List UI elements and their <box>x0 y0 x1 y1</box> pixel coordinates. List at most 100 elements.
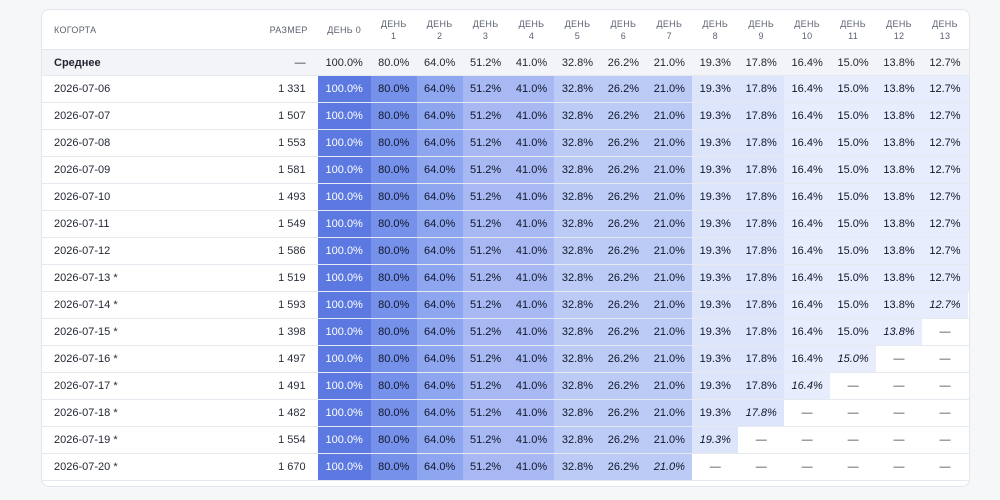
retention-cell[interactable]: 11.7% <box>967 210 969 238</box>
retention-cell[interactable]: 41.0% <box>508 264 555 292</box>
retention-cell[interactable]: 32.8% <box>554 129 601 157</box>
retention-cell[interactable]: 21.0% <box>646 318 693 346</box>
retention-cell[interactable]: 100.0% <box>317 399 371 427</box>
retention-cell[interactable]: 64.0% <box>416 156 463 184</box>
retention-cell[interactable]: 21.0% <box>646 426 693 454</box>
retention-cell[interactable]: 32.8% <box>554 156 601 184</box>
retention-cell[interactable]: 26.2% <box>600 426 647 454</box>
retention-cell[interactable]: 80.0% <box>370 399 417 427</box>
retention-cell[interactable]: 41.0% <box>508 129 555 157</box>
retention-cell[interactable]: 80.0% <box>370 102 417 130</box>
retention-cell[interactable]: 15.0% <box>830 345 877 373</box>
retention-cell[interactable]: 32.8% <box>554 399 601 427</box>
retention-cell[interactable]: 15.0% <box>830 102 877 130</box>
retention-cell[interactable]: 17.8% <box>738 264 785 292</box>
retention-cell[interactable]: 100.0% <box>317 183 371 211</box>
retention-cell[interactable]: 100.0% <box>317 318 371 346</box>
retention-cell[interactable]: 11.7% <box>967 183 969 211</box>
retention-cell[interactable]: 12.7% <box>921 210 968 238</box>
retention-cell[interactable]: 19.3% <box>692 156 739 184</box>
retention-cell[interactable]: 16.4% <box>784 75 831 103</box>
retention-cell[interactable]: 80.0% <box>370 75 417 103</box>
retention-cell[interactable]: 51.2% <box>462 156 509 184</box>
retention-cell[interactable]: 26.2% <box>600 75 647 103</box>
retention-cell[interactable]: 15.0% <box>830 156 877 184</box>
retention-cell-empty[interactable]: — <box>830 453 877 481</box>
retention-cell[interactable]: 80.0% <box>370 426 417 454</box>
retention-cell[interactable]: 41.0% <box>508 345 555 373</box>
column-header-day-13[interactable]: ДЕНЬ 13 <box>921 10 968 50</box>
retention-cell[interactable]: 19.3% <box>692 75 739 103</box>
retention-cell[interactable]: 51.2% <box>462 372 509 400</box>
retention-cell-empty[interactable]: — <box>784 453 831 481</box>
retention-cell[interactable]: 12.7% <box>921 75 968 103</box>
retention-cell[interactable]: 100.0% <box>317 210 371 238</box>
retention-cell[interactable]: 80.0% <box>370 156 417 184</box>
retention-cell[interactable]: 41.0% <box>508 318 555 346</box>
retention-cell[interactable]: 12.7% <box>921 156 968 184</box>
column-header-day-7[interactable]: ДЕНЬ 7 <box>646 10 693 50</box>
retention-cell[interactable]: 100.0% <box>317 426 371 454</box>
retention-cell[interactable]: 21.0% <box>646 372 693 400</box>
retention-cell[interactable]: 41.0% <box>508 399 555 427</box>
retention-cell[interactable]: 26.2% <box>600 156 647 184</box>
retention-cell[interactable]: 12.7% <box>921 183 968 211</box>
retention-cell[interactable]: 41.0% <box>508 156 555 184</box>
table-row[interactable]: 2026-07-06 1 331 100.0% 80.0% 64.0% 51.2% 41.0… <box>42 75 969 103</box>
retention-cell-empty[interactable]: — <box>738 426 785 454</box>
retention-cell[interactable]: 80.0% <box>370 129 417 157</box>
retention-cell[interactable]: 11.7% <box>967 129 969 157</box>
retention-cell[interactable]: 16.4% <box>784 345 831 373</box>
retention-cell[interactable]: 26.2% <box>600 291 647 319</box>
retention-cell[interactable]: 19.3% <box>692 426 739 454</box>
retention-cell[interactable]: 13.8% <box>876 237 922 265</box>
retention-cell[interactable]: 32.8% <box>554 345 601 373</box>
retention-cell[interactable]: 64.0% <box>416 264 463 292</box>
retention-cell[interactable]: 17.8% <box>738 372 785 400</box>
retention-cell[interactable]: 51.2% <box>462 453 509 481</box>
retention-cell[interactable]: 19.3% <box>692 237 739 265</box>
column-header-cohort[interactable]: КОГОРТА <box>42 10 236 50</box>
retention-cell[interactable]: 16.4% <box>784 129 831 157</box>
retention-cell[interactable]: 19.3% <box>692 345 739 373</box>
column-header-day-9[interactable]: ДЕНЬ 9 <box>738 10 785 50</box>
retention-cell[interactable]: 12.7% <box>921 102 968 130</box>
retention-cell[interactable]: 17.8% <box>738 345 785 373</box>
retention-cell[interactable]: 32.8% <box>554 75 601 103</box>
retention-cell[interactable]: 80.0% <box>370 237 417 265</box>
retention-cell[interactable]: 80.0% <box>370 318 417 346</box>
column-header-day-2[interactable]: ДЕНЬ 2 <box>416 10 463 50</box>
retention-cell[interactable]: 19.3% <box>692 372 739 400</box>
retention-cell-empty[interactable]: — <box>967 453 969 481</box>
retention-cell[interactable]: 16.4% <box>784 183 831 211</box>
retention-cell-empty[interactable]: — <box>784 399 831 427</box>
retention-cell[interactable]: 32.8% <box>554 237 601 265</box>
retention-cell[interactable]: 100.0% <box>317 237 371 265</box>
column-header-day-8[interactable]: ДЕНЬ 8 <box>692 10 739 50</box>
column-header-day-10[interactable]: ДЕНЬ 10 <box>784 10 831 50</box>
retention-cell[interactable]: 51.2% <box>462 75 509 103</box>
retention-cell[interactable]: 41.0% <box>508 183 555 211</box>
retention-cell[interactable]: 19.3% <box>692 291 739 319</box>
retention-cell[interactable]: 64.0% <box>416 102 463 130</box>
column-header-size[interactable]: РАЗМЕР <box>235 10 318 50</box>
retention-cell[interactable]: 13.8% <box>876 156 922 184</box>
retention-cell[interactable]: 11.7% <box>967 264 969 292</box>
retention-cell[interactable]: 12.7% <box>921 291 968 319</box>
retention-cell[interactable]: 11.7% <box>967 102 969 130</box>
retention-cell[interactable]: 32.8% <box>554 264 601 292</box>
retention-cell[interactable]: 51.2% <box>462 345 509 373</box>
retention-cell[interactable]: 51.2% <box>462 183 509 211</box>
retention-cell-empty[interactable]: — <box>967 345 969 373</box>
retention-cell[interactable]: 64.0% <box>416 372 463 400</box>
retention-cell[interactable]: 41.0% <box>508 426 555 454</box>
retention-cell[interactable]: 51.2% <box>462 291 509 319</box>
table-row[interactable]: 2026-07-18 * 1 482 100.0% 80.0% 64.0% 51.2% 41… <box>42 399 969 427</box>
table-row[interactable]: 2026-07-17 * 1 491 100.0% 80.0% 64.0% 51.2% 41… <box>42 372 969 400</box>
table-row[interactable]: 2026-07-19 * 1 554 100.0% 80.0% 64.0% 51.2% 41… <box>42 426 969 454</box>
retention-cell[interactable]: 19.3% <box>692 183 739 211</box>
table-row[interactable]: 2026-07-14 * 1 593 100.0% 80.0% 64.0% 51.2% 41… <box>42 291 969 319</box>
retention-cell[interactable]: 13.8% <box>876 129 922 157</box>
retention-cell[interactable]: 80.0% <box>370 264 417 292</box>
retention-cell[interactable]: 51.2% <box>462 210 509 238</box>
